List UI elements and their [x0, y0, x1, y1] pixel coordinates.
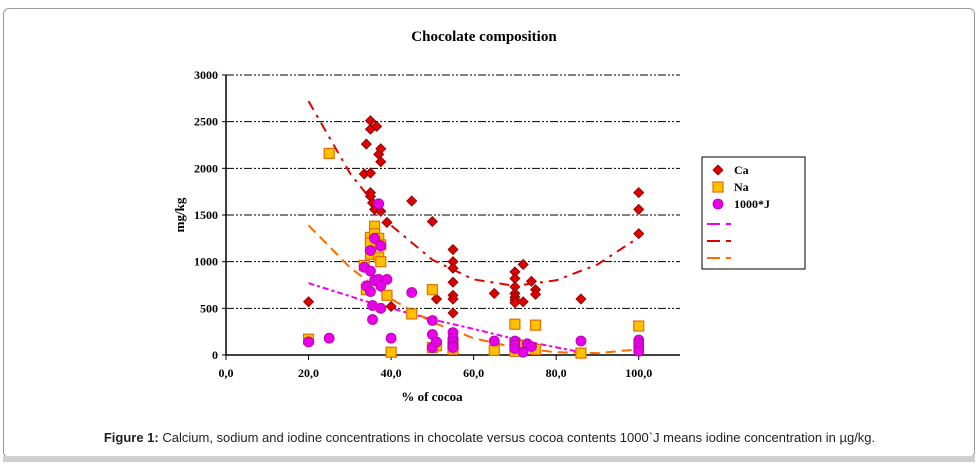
legend-marker-circle: [712, 198, 724, 210]
y-tick-label: 1000: [194, 255, 218, 269]
figure-frame: [3, 8, 975, 458]
circle-point: [526, 341, 537, 353]
square-point: [426, 284, 438, 296]
caption-label: Figure 1:: [103, 430, 159, 445]
x-tick-label: 40,0: [381, 366, 402, 380]
bottom-divider: [3, 456, 975, 462]
diamond-point: [406, 195, 418, 207]
caption-text: Calcium, sodium and iodine concentration…: [162, 430, 876, 445]
diamond-point: [488, 287, 500, 299]
square-point: [509, 318, 521, 330]
legend: Ca Na 1000*J: [701, 156, 806, 270]
circle-point: [575, 335, 587, 347]
diamond-point: [529, 288, 542, 300]
x-tick-label: 80,0: [546, 366, 567, 380]
y-tick-label: 3000: [194, 68, 218, 82]
y-axis-label: mg/kg: [172, 197, 187, 232]
diamond-point: [364, 167, 377, 179]
legend-box: [701, 156, 806, 270]
diamond-point: [509, 297, 521, 309]
diamond-point: [525, 275, 537, 287]
diamond-point: [447, 262, 459, 274]
circle-point: [426, 315, 438, 326]
circle-point: [381, 273, 393, 285]
diamond-point: [447, 307, 459, 319]
diamond-point: [447, 276, 459, 288]
y-tick-label: 2500: [194, 115, 218, 129]
diamond-point: [375, 143, 387, 155]
data-points: [302, 115, 645, 359]
legend-label: 1000*J: [734, 197, 770, 211]
square-point: [633, 320, 645, 332]
square-point: [323, 147, 335, 159]
diamond-point: [360, 138, 372, 150]
legend-label: Ca: [734, 163, 749, 177]
circle-point: [447, 342, 459, 353]
square-point: [529, 319, 542, 331]
circle-point: [365, 286, 376, 297]
trendlines: [307, 100, 640, 355]
diamond-point: [375, 156, 387, 168]
circle-point: [375, 240, 387, 252]
circle-point: [375, 280, 387, 292]
figure-caption: Figure 1: Calcium, sodium and iodine con…: [0, 430, 979, 445]
diamond-point: [371, 120, 383, 132]
x-tick-label: 20,0: [298, 366, 319, 380]
square-point: [381, 289, 393, 301]
circle-point: [633, 345, 645, 357]
square-point: [575, 347, 587, 359]
diamond-point: [426, 215, 438, 228]
axes: 0 500 1000 1500 2000 2500 3000 0,0 20,0 40,0 60,0 8…: [194, 68, 680, 380]
diamond-point: [430, 293, 443, 305]
y-tick-label: 2000: [194, 161, 218, 175]
diamond-point: [447, 293, 459, 305]
diamond-point: [517, 296, 529, 308]
circle-point: [406, 287, 418, 298]
legend-marker-square: [712, 181, 724, 193]
x-tick-label: 100,0: [625, 366, 652, 380]
x-tick-label: 60,0: [463, 366, 484, 380]
diamond-point: [517, 258, 529, 271]
chart-title: Chocolate composition: [411, 29, 557, 45]
diamond-point: [447, 243, 459, 256]
circle-point: [369, 232, 380, 244]
circle-point: [488, 335, 500, 347]
circle-point: [323, 332, 335, 344]
circle-point: [367, 314, 378, 325]
square-point: [406, 308, 418, 320]
diamond-point: [385, 300, 397, 313]
square-point: [488, 344, 500, 356]
y-tick-label: 1500: [194, 208, 218, 222]
y-tick-label: 0: [212, 348, 218, 362]
diamond-point: [575, 293, 587, 305]
y-tick-label: 500: [200, 301, 218, 315]
chart: Chocolate composition 0 500 1000 1500 2000 25…: [172, 29, 806, 404]
legend-label: Na: [734, 180, 749, 194]
diamond-point: [633, 203, 645, 215]
grid-lines: [226, 74, 680, 309]
trendline: [307, 100, 640, 287]
trendline: [307, 224, 639, 355]
diamond-point: [302, 296, 315, 308]
circle-point: [303, 336, 314, 348]
circle-point: [365, 265, 376, 277]
x-tick-label: 0,0: [219, 366, 234, 380]
legend-marker-diamond: [712, 164, 724, 176]
square-point: [375, 256, 387, 268]
diamond-point: [633, 228, 645, 240]
circle-point: [375, 302, 387, 314]
diamond-point: [633, 187, 645, 199]
square-point: [385, 346, 397, 358]
x-axis-label: % of cocoa: [401, 389, 463, 404]
circle-point: [373, 198, 385, 210]
circle-point: [385, 332, 397, 344]
circle-point: [431, 336, 442, 348]
diamond-point: [381, 216, 393, 229]
circle-point: [365, 245, 376, 256]
